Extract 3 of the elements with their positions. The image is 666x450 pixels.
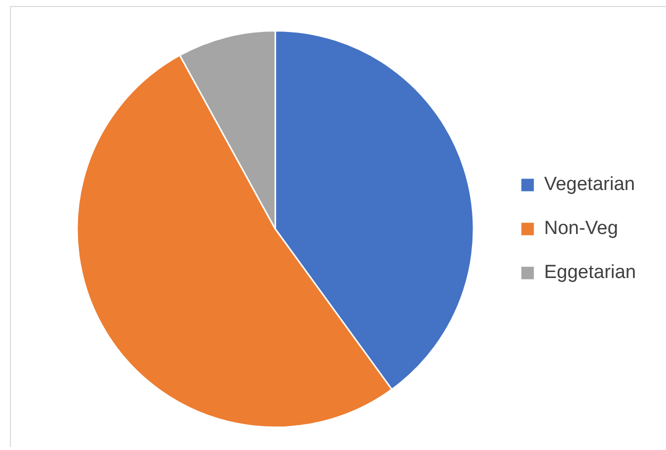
- legend-label: Vegetarian: [544, 174, 635, 196]
- legend-label: Non-Veg: [544, 218, 618, 240]
- legend-label: Eggetarian: [544, 262, 636, 284]
